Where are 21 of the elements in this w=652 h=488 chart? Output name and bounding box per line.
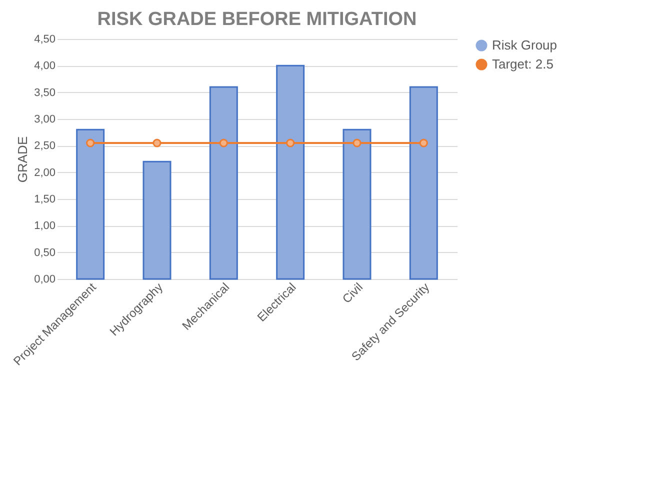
x-tick-label: Civil: [340, 280, 366, 306]
y-tick-label: 1,00: [34, 220, 56, 232]
bar: [209, 86, 238, 280]
y-tick-label: 2,00: [34, 166, 56, 179]
bar: [276, 64, 305, 280]
y-tick-label: 3,50: [34, 86, 56, 99]
y-tick-label: 0,00: [34, 274, 56, 286]
bar: [76, 128, 105, 280]
y-axis-title: GRADE: [15, 136, 30, 183]
y-tick-label: 4,00: [34, 60, 56, 72]
bar: [342, 128, 372, 280]
y-tick-label: 1,50: [34, 194, 56, 206]
bar: [409, 86, 438, 280]
chart-title: RISK GRADE BEFORE MITIGATION: [97, 9, 417, 30]
y-tick-label: 3,00: [34, 114, 56, 126]
y-tick-label: 4,50: [34, 34, 56, 46]
y-tick-label: 0,50: [34, 246, 56, 259]
bar: [142, 160, 172, 280]
legend-label: Target: 2.5: [492, 56, 554, 72]
legend-label: Risk Group: [492, 38, 558, 52]
y-tick-label: 2,50: [34, 140, 56, 152]
